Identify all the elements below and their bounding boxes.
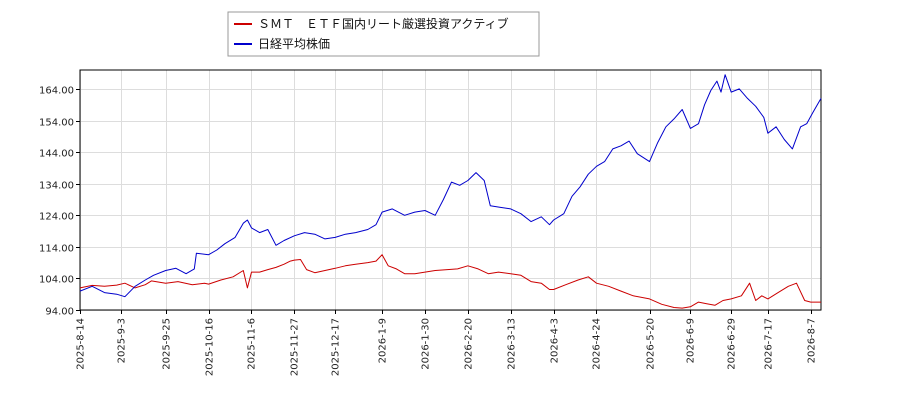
series-line-reit-etf [79, 254, 821, 309]
x-tick-label: 2026-2-20 [464, 318, 475, 370]
x-tick-label: 2025-11-27 [290, 318, 301, 376]
x-tick-label: 2025-11-6 [247, 318, 258, 370]
x-tick-label: 2026-1-9 [378, 318, 389, 363]
x-tick-label: 2026-7-17 [764, 318, 775, 370]
y-tick-label: 134.00 [39, 181, 74, 192]
legend-box [227, 11, 540, 57]
y-axis-ticks: 94.00 104.00 114.00 124.00 134.00 144.00 154.0… [39, 86, 80, 318]
x-tick-label: 2026-5-20 [646, 318, 657, 370]
y-tick-label: 144.00 [39, 149, 74, 160]
x-axis-ticks: 2025-8-14 2025-9-3 2025-9-25 2025-10-16 2025… [76, 310, 818, 376]
x-tick-label: 2026-8-7 [807, 318, 818, 363]
x-tick-label: 2026-6-9 [686, 318, 697, 363]
y-tick-label: 114.00 [39, 244, 74, 255]
grid-lines [80, 70, 821, 311]
x-tick-label: 2025-9-25 [162, 318, 173, 370]
x-tick-label: 2026-4-24 [592, 318, 603, 370]
legend-label-reit-etf: ＳＭＴ ＥＴＦ国内リート厳選投資アクティブ [258, 16, 509, 31]
x-tick-label: 2025-9-3 [117, 318, 128, 363]
x-tick-label: 2025-8-14 [76, 318, 87, 370]
series-lines [79, 74, 822, 309]
x-tick-label: 2026-4-3 [550, 318, 561, 363]
x-tick-label: 2026-3-13 [507, 318, 518, 370]
plot-area-frame [79, 69, 822, 311]
y-tick-label: 154.00 [39, 118, 74, 129]
x-tick-label: 2026-6-29 [727, 318, 738, 370]
x-tick-label: 2026-1-30 [421, 318, 432, 370]
legend: ＳＭＴ ＥＴＦ国内リート厳選投資アクティブ 日経平均株価 [227, 11, 540, 57]
y-tick-label: 124.00 [39, 212, 74, 223]
x-tick-label: 2025-12-17 [331, 318, 342, 376]
y-tick-label: 104.00 [39, 275, 74, 286]
x-tick-label: 2025-10-16 [205, 318, 216, 376]
series-line-nikkei [79, 74, 822, 298]
y-tick-label: 164.00 [39, 86, 74, 97]
legend-label-nikkei: 日経平均株価 [258, 36, 330, 51]
y-tick-label: 94.00 [45, 307, 74, 318]
